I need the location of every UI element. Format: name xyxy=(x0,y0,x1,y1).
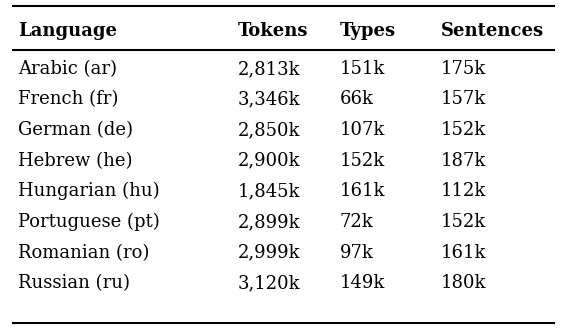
Text: 152k: 152k xyxy=(441,213,486,231)
Text: 151k: 151k xyxy=(340,60,385,78)
Text: 107k: 107k xyxy=(340,121,385,139)
Text: 3,346k: 3,346k xyxy=(238,91,301,109)
Text: 2,850k: 2,850k xyxy=(238,121,301,139)
Text: Language: Language xyxy=(18,22,117,40)
Text: 152k: 152k xyxy=(340,152,385,170)
Text: 161k: 161k xyxy=(340,182,385,200)
Text: 97k: 97k xyxy=(340,244,374,262)
Text: 66k: 66k xyxy=(340,91,374,109)
Text: Arabic (ar): Arabic (ar) xyxy=(18,60,117,78)
Text: Russian (ru): Russian (ru) xyxy=(18,274,130,292)
Text: 161k: 161k xyxy=(441,244,487,262)
Text: 157k: 157k xyxy=(441,91,486,109)
Text: 175k: 175k xyxy=(441,60,486,78)
Text: German (de): German (de) xyxy=(18,121,133,139)
Text: 1,845k: 1,845k xyxy=(238,182,301,200)
Text: Tokens: Tokens xyxy=(238,22,309,40)
Text: 72k: 72k xyxy=(340,213,374,231)
Text: Portuguese (pt): Portuguese (pt) xyxy=(18,213,160,231)
Text: Sentences: Sentences xyxy=(441,22,544,40)
Text: 149k: 149k xyxy=(340,274,385,292)
Text: 3,120k: 3,120k xyxy=(238,274,301,292)
Text: 2,899k: 2,899k xyxy=(238,213,301,231)
Text: 187k: 187k xyxy=(441,152,486,170)
Text: Types: Types xyxy=(340,22,396,40)
Text: 112k: 112k xyxy=(441,182,486,200)
Text: French (fr): French (fr) xyxy=(18,91,118,109)
Text: 2,813k: 2,813k xyxy=(238,60,301,78)
Text: 2,900k: 2,900k xyxy=(238,152,301,170)
Text: Hebrew (he): Hebrew (he) xyxy=(18,152,133,170)
Text: Hungarian (hu): Hungarian (hu) xyxy=(18,182,160,201)
Text: Romanian (ro): Romanian (ro) xyxy=(18,244,150,262)
Text: 152k: 152k xyxy=(441,121,486,139)
Text: 2,999k: 2,999k xyxy=(238,244,301,262)
Text: 180k: 180k xyxy=(441,274,487,292)
